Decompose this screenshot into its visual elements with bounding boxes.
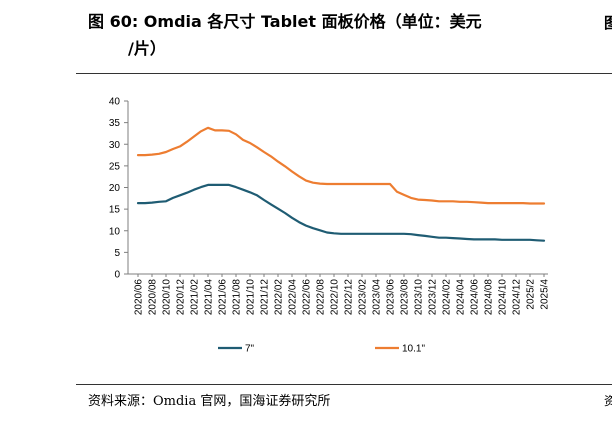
x-tick-label: 2025/4 (540, 279, 551, 310)
source-note: 资料来源：Omdia 官网，国海证券研究所 (88, 394, 331, 409)
x-tick-label: 2022/06 (302, 279, 313, 316)
figure-title-line1: 图 60: Omdia 各尺寸 Tablet 面板价格（单位：美元 (88, 12, 482, 31)
series-7inch-line (136, 183, 546, 242)
y-tick-label: 30 (109, 140, 121, 151)
x-tick-label: 2023/02 (358, 279, 369, 316)
y-tick-label: 5 (114, 248, 120, 259)
x-tick-label: 2022/02 (274, 279, 285, 316)
x-tick-label: 2021/12 (260, 279, 271, 316)
y-tick-label: 25 (109, 161, 121, 172)
y-tick-label: 10 (109, 226, 121, 237)
x-tick-label: 2023/04 (372, 279, 383, 316)
x-tick-label: 2021/04 (204, 279, 215, 316)
y-tick-label: 20 (109, 183, 121, 194)
x-tick-label: 2023/12 (428, 279, 439, 316)
x-tick-label: 2020/08 (148, 279, 159, 316)
x-tick-label: 2024/02 (442, 279, 453, 316)
x-tick-label: 2023/10 (414, 279, 425, 316)
x-tick-label: 2020/06 (134, 279, 145, 316)
x-tick-label: 2021/02 (190, 279, 201, 316)
y-tick-label: 0 (114, 270, 120, 281)
x-tick-label: 2024/08 (484, 279, 495, 316)
x-tick-label: 2021/06 (218, 279, 229, 316)
x-tick-label: 2020/12 (176, 279, 187, 316)
x-tick-label: 2020/10 (162, 279, 173, 316)
x-tick-label: 2023/06 (386, 279, 397, 316)
x-tick-label: 2022/10 (330, 279, 341, 316)
y-tick-label: 15 (109, 205, 121, 216)
series-layer (136, 126, 546, 242)
x-tick-label: 2022/08 (316, 279, 327, 316)
source-divider (76, 384, 612, 385)
legend: 7" 10.1" (218, 344, 425, 355)
x-tick-label: 2025/2 (526, 279, 537, 310)
legend-label: 7" (245, 344, 255, 355)
legend-label: 10.1" (402, 344, 425, 355)
y-tick-label: 40 (109, 97, 121, 108)
x-tick-label: 2021/10 (246, 279, 257, 316)
x-tick-label: 2023/08 (400, 279, 411, 316)
y-tick-label: 35 (109, 118, 121, 129)
y-axis: 0 5 10 15 20 25 30 35 40 (109, 97, 129, 281)
x-tick-label: 2024/10 (498, 279, 509, 316)
x-tick-label: 2024/12 (512, 279, 523, 316)
series-10-1inch-line (136, 126, 546, 205)
x-tick-label: 2024/06 (470, 279, 481, 316)
x-tick-label: 2021/08 (232, 279, 243, 316)
figure-title: 图 60: Omdia 各尺寸 Tablet 面板价格（单位：美元 /片） (88, 8, 588, 62)
x-tick-label: 2022/04 (288, 279, 299, 316)
x-tick-label: 2024/04 (456, 279, 467, 316)
x-axis: 2020/06 2020/08 2020/10 2020/12 2021/02 2021/… (128, 273, 551, 316)
title-divider (76, 73, 612, 74)
x-tick-label: 2022/12 (344, 279, 355, 316)
clipped-neighbor-source: 资 (604, 394, 612, 408)
clipped-neighbor-title: 图 (604, 14, 612, 32)
figure-title-line2: /片） (128, 39, 166, 58)
